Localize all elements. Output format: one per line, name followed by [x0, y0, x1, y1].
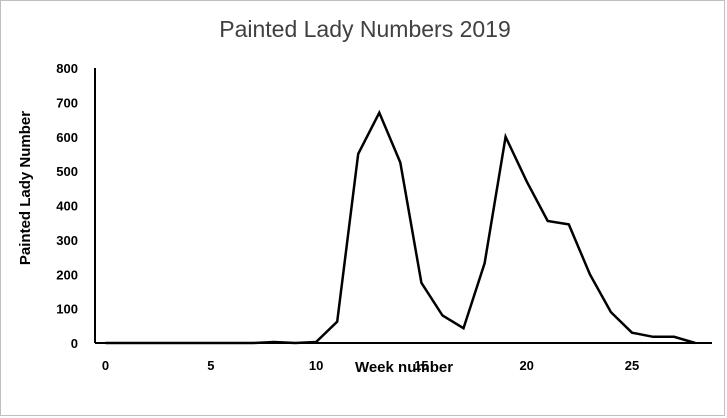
x-axis-title: Week number [355, 359, 453, 376]
x-tick-label: 10 [309, 358, 323, 373]
y-tick-label: 100 [56, 302, 78, 317]
x-tick-label: 5 [207, 358, 214, 373]
series-line [105, 109, 696, 345]
y-tick-label: 400 [56, 199, 78, 214]
y-tick-label: 800 [56, 61, 78, 76]
x-tick-label: 15 [414, 358, 428, 373]
x-tick-label: 25 [625, 358, 639, 373]
y-tick-label: 200 [56, 267, 78, 282]
x-tick-label: 0 [102, 358, 109, 373]
y-tick-label: 600 [56, 130, 78, 145]
y-tick-label: 0 [71, 336, 78, 351]
x-axis-ticks: 0 5 10 15 20 25 [102, 358, 639, 373]
y-axis-ticks: 0 100 200 300 400 500 600 700 800 [56, 61, 78, 351]
x-tick-label: 20 [519, 358, 533, 373]
chart-title: Painted Lady Numbers 2019 [219, 16, 511, 42]
y-tick-label: 500 [56, 164, 78, 179]
y-tick-label: 700 [56, 95, 78, 110]
y-tick-label: 300 [56, 233, 78, 248]
y-axis-title: Painted Lady Number [17, 111, 34, 265]
series-group [105, 109, 696, 345]
